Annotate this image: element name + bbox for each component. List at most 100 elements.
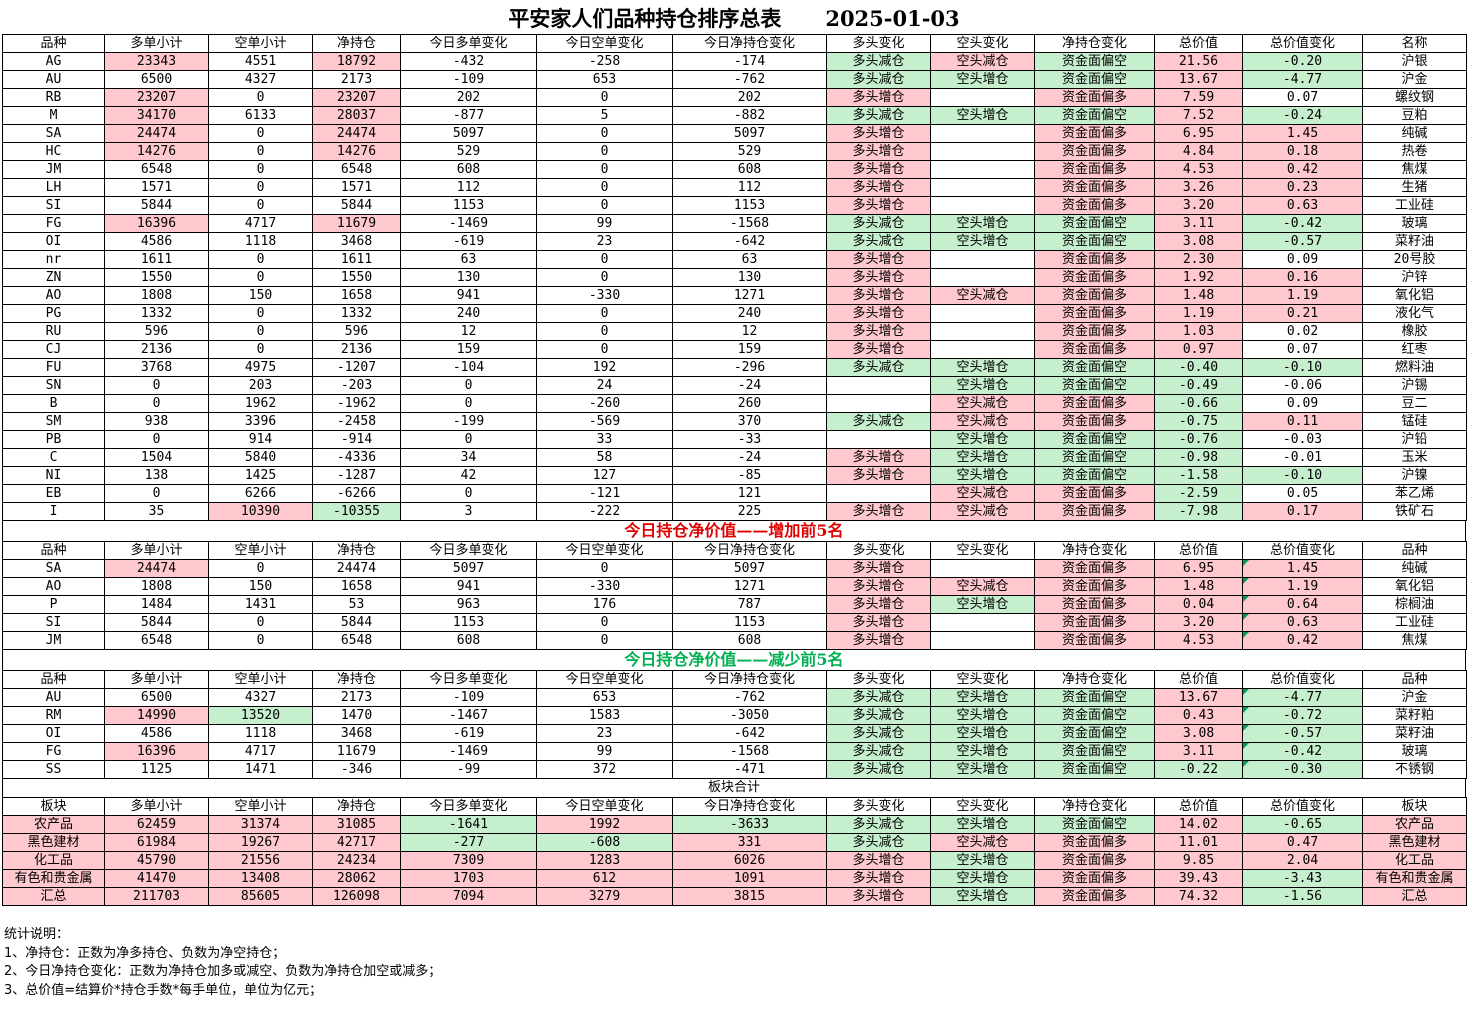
table-cell: 0.43	[1154, 706, 1243, 725]
table-cell: 1484	[104, 595, 209, 614]
table-cell: 多头减仓	[826, 742, 931, 761]
table-cell: 596	[312, 322, 401, 341]
title-date: 2025-01-03	[825, 6, 960, 31]
table-cell: -432	[400, 52, 537, 71]
table-cell: 13408	[208, 869, 313, 888]
table-cell: 529	[400, 142, 537, 161]
table-cell: -260	[536, 394, 673, 413]
table-cell: 工业硅	[1362, 196, 1467, 215]
table-cell: -4.77	[1242, 70, 1363, 89]
table-cell: 空头增仓	[930, 869, 1035, 888]
table-cell: 6500	[104, 70, 209, 89]
table-cell: 4327	[208, 688, 313, 707]
table-cell: 24474	[104, 559, 209, 578]
table-cell: 31085	[312, 815, 401, 834]
table-cell	[930, 613, 1035, 632]
table-cell: 19267	[208, 833, 313, 852]
table-cell: 0.97	[1154, 340, 1243, 359]
table-cell: 有色和贵金属	[2, 869, 105, 888]
table-cell: 1470	[312, 706, 401, 725]
table-cell: 1091	[672, 869, 827, 888]
table-cell: 0	[400, 484, 537, 503]
table-cell: -33	[672, 430, 827, 449]
table-cell: 资金面偏空	[1034, 106, 1155, 125]
table-cell: HC	[2, 142, 105, 161]
table-cell: 沪镍	[1362, 466, 1467, 485]
table-cell: 沪金	[1362, 688, 1467, 707]
table-cell: 18792	[312, 52, 401, 71]
table-cell: 0	[208, 268, 313, 287]
table-cell	[930, 178, 1035, 197]
table-cell: 资金面偏多	[1034, 869, 1155, 888]
table-cell: 7309	[400, 851, 537, 870]
table-cell: 1658	[312, 577, 401, 596]
table-cell: 1.48	[1154, 577, 1243, 596]
table-cell: -2.59	[1154, 484, 1243, 503]
table-cell: 空头增仓	[930, 106, 1035, 125]
table-cell: 1332	[104, 304, 209, 323]
table-cell: -619	[400, 724, 537, 743]
table-cell: JM	[2, 631, 105, 650]
increase-top5-title: 今日持仓净价值——增加前5名	[2, 521, 1466, 541]
table-cell: -0.01	[1242, 448, 1363, 467]
note-line: 1、净持仓：正数为净多持仓、负数为净空持仓；	[4, 945, 286, 961]
table-cell: -877	[400, 106, 537, 125]
table-cell: 126098	[312, 887, 401, 906]
column-header: 净持仓变化	[1034, 541, 1155, 560]
table-cell: 资金面偏空	[1034, 358, 1155, 377]
table-cell: 多头减仓	[826, 70, 931, 89]
header-row: 板块 多单小计 空单小计 净持仓 今日多单变化 今日空单变化 今日净持仓变化 多头变化 空头变化…	[2, 797, 1467, 816]
table-cell: 多头增仓	[826, 631, 931, 650]
table-cell: -0.30	[1242, 760, 1363, 779]
table-cell: OI	[2, 232, 105, 251]
table-cell: 0	[536, 178, 673, 197]
table-row: FG 16396 4717 11679 -1469 99 -1568 多头减仓 空头增仓 资金面偏…	[2, 742, 1467, 761]
table-cell: 138	[104, 466, 209, 485]
table-cell: 0.42	[1242, 160, 1363, 179]
column-header: 今日净持仓变化	[672, 670, 827, 689]
table-cell: -0.10	[1242, 358, 1363, 377]
table-cell: 202	[400, 88, 537, 107]
table-cell: 5097	[400, 124, 537, 143]
table-cell: 沪锌	[1362, 268, 1467, 287]
table-cell: 3.11	[1154, 742, 1243, 761]
table-row: 黑色建材 61984 19267 42717 -277 -608 331 多头减仓 空头减仓 资金…	[2, 833, 1467, 852]
table-cell: 空头增仓	[930, 232, 1035, 251]
table-cell: -0.76	[1154, 430, 1243, 449]
column-header: 板块	[2, 797, 105, 816]
table-row: EB 0 6266 -6266 0 -121 121 空头减仓 资金面偏多 -2.59 0.05 苯乙…	[2, 484, 1467, 503]
table-cell: 23343	[104, 52, 209, 71]
table-cell: C	[2, 448, 105, 467]
table-cell: 1992	[536, 815, 673, 834]
table-cell: -296	[672, 358, 827, 377]
column-header: 净持仓变化	[1034, 34, 1155, 53]
table-cell	[930, 196, 1035, 215]
table-cell: 4.84	[1154, 142, 1243, 161]
table-row: RU 596 0 596 12 0 12 多头增仓 资金面偏多 1.03 0.02 橡胶	[2, 322, 1467, 341]
table-cell: 34170	[104, 106, 209, 125]
column-header: 总价值变化	[1242, 541, 1363, 560]
table-cell: -882	[672, 106, 827, 125]
table-cell: 7.52	[1154, 106, 1243, 125]
table-cell: 空头增仓	[930, 448, 1035, 467]
table-cell: 4327	[208, 70, 313, 89]
table-cell: 多头减仓	[826, 688, 931, 707]
table-cell: 963	[400, 595, 537, 614]
table-row: 有色和贵金属 41470 13408 28062 1703 612 1091 多头增仓 空头增仓…	[2, 869, 1467, 888]
table-cell: 14990	[104, 706, 209, 725]
table-cell: -24	[672, 448, 827, 467]
table-cell: 6.95	[1154, 559, 1243, 578]
table-row: nr 1611 0 1611 63 0 63 多头增仓 资金面偏多 2.30 0.09 20号胶	[2, 250, 1467, 269]
table-cell: 1703	[400, 869, 537, 888]
table-cell: FG	[2, 742, 105, 761]
table-cell: 豆粕	[1362, 106, 1467, 125]
table-cell: 10390	[208, 502, 313, 521]
column-header: 总价值变化	[1242, 670, 1363, 689]
table-cell: -0.42	[1242, 742, 1363, 761]
table-cell: AO	[2, 286, 105, 305]
table-cell: -569	[536, 412, 673, 431]
header-row: 品种 多单小计 空单小计 净持仓 今日多单变化 今日空单变化 今日净持仓变化 多头变化 空头变化…	[2, 541, 1467, 560]
table-cell: 纯碱	[1362, 124, 1467, 143]
table-cell: 资金面偏多	[1034, 502, 1155, 521]
table-cell: -608	[536, 833, 673, 852]
